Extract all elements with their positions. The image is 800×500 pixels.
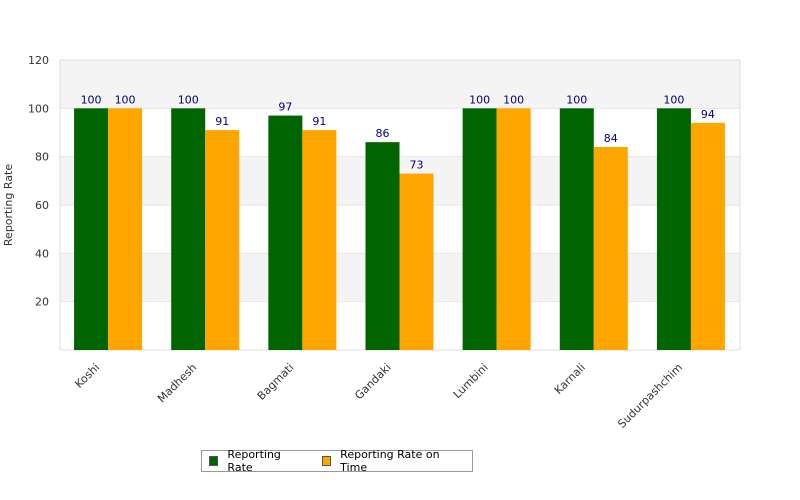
data-label: 100 — [469, 93, 490, 106]
data-label: 94 — [701, 108, 715, 121]
data-label: 73 — [410, 159, 424, 172]
y-axis-label: Reporting Rate — [2, 164, 15, 246]
data-label: 91 — [312, 115, 326, 128]
data-label: 100 — [503, 93, 524, 106]
data-label: 100 — [115, 93, 136, 106]
legend-label-reporting-rate-on-time: Reporting Rate on Time — [340, 448, 440, 474]
data-label: 97 — [278, 101, 292, 114]
data-label: 91 — [215, 115, 229, 128]
data-labels: 100 100 100 91 97 91 86 73 100 100 100 84 100 94 — [81, 93, 715, 171]
x-tick-label: Madhesh — [155, 361, 199, 405]
x-axis: Koshi Madhesh Bagmati Gandaki Lumbini Karnali… — [72, 361, 685, 431]
bar-gandaki-series-1[interactable] — [399, 173, 434, 350]
bar-madhesh-series-0[interactable] — [171, 108, 206, 350]
data-label: 100 — [566, 93, 587, 106]
legend-item-reporting-rate[interactable]: Reporting Rate — [209, 448, 304, 474]
bar-karnali-series-1[interactable] — [593, 147, 628, 350]
x-tick-label: Gandaki — [352, 361, 393, 402]
y-tick-label: 20 — [35, 296, 49, 309]
legend: Reporting Rate Reporting Rate on Time — [201, 448, 473, 474]
data-label: 100 — [178, 93, 199, 106]
x-tick-label: Sudurpashchim — [615, 361, 685, 431]
data-label: 100 — [81, 93, 102, 106]
y-tick-label: 120 — [28, 54, 49, 67]
bar-sudurpashchim-series-1[interactable] — [690, 122, 725, 350]
bar-koshi-series-1[interactable] — [108, 108, 143, 350]
y-tick-label: 60 — [35, 199, 49, 212]
x-tick-label: Lumbini — [451, 361, 491, 401]
grid-band — [60, 60, 740, 109]
bar-gandaki-series-0[interactable] — [365, 142, 400, 350]
bar-sudurpashchim-series-0[interactable] — [656, 108, 691, 350]
x-tick-label: Bagmati — [255, 361, 297, 403]
x-tick-label: Koshi — [72, 361, 102, 391]
bar-lumbini-series-1[interactable] — [496, 108, 531, 350]
bar-karnali-series-0[interactable] — [559, 108, 594, 350]
x-tick-label: Karnali — [552, 361, 588, 397]
bar-bagmati-series-0[interactable] — [268, 115, 303, 350]
data-label: 84 — [604, 132, 618, 145]
bar-bagmati-series-1[interactable] — [302, 130, 337, 350]
legend-item-reporting-rate-on-time[interactable]: Reporting Rate on Time — [321, 448, 461, 474]
grid-band — [60, 108, 740, 157]
bars — [74, 108, 725, 350]
bar-koshi-series-0[interactable] — [74, 108, 109, 350]
bar-lumbini-series-0[interactable] — [462, 108, 497, 350]
legend-label-reporting-rate: Reporting Rate — [227, 448, 281, 474]
legend-swatch-reporting-rate-on-time — [321, 456, 332, 466]
bar-madhesh-series-1[interactable] — [205, 130, 240, 350]
y-tick-label: 100 — [28, 102, 49, 115]
data-label: 100 — [663, 93, 684, 106]
y-axis: 20 40 60 80 100 120 — [28, 54, 49, 309]
y-tick-label: 80 — [35, 151, 49, 164]
data-label: 86 — [376, 127, 390, 140]
legend-swatch-reporting-rate — [209, 456, 219, 466]
y-tick-label: 40 — [35, 247, 49, 260]
